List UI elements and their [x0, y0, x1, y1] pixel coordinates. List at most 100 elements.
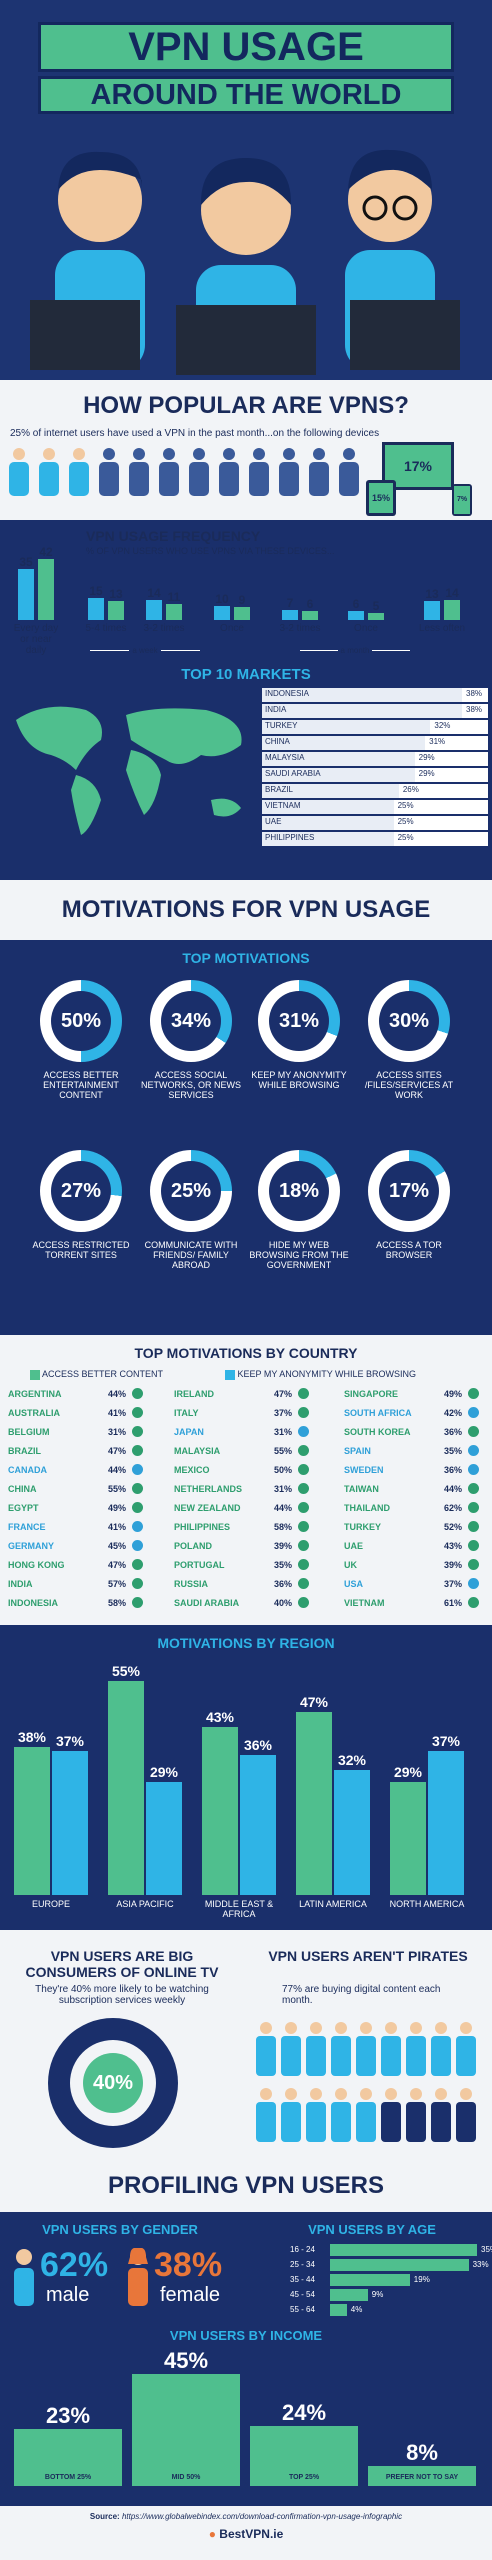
market-row: MALAYSIA 29% [262, 752, 488, 766]
region-value-anonymity: 37% [55, 1732, 85, 1749]
pirates-person-icon [456, 2088, 476, 2144]
legend-anonymity-label: KEEP MY ANONYMITY WHILE BROWSING [237, 1369, 417, 1379]
frequency-bar-value: 7 [286, 595, 294, 610]
country-name: INDIA [8, 1579, 33, 1589]
market-bar [262, 736, 426, 750]
country-value: 61% [444, 1598, 463, 1608]
age-range: 16 - 24 [290, 2245, 315, 2254]
legend-entertainment: ACCESS BETTER CONTENT [30, 1369, 163, 1380]
country-value: 41% [108, 1408, 127, 1418]
motivation-label: ACCESS A TOR BROWSER [376, 1240, 442, 1260]
country-icon [468, 1464, 479, 1475]
country-name: ITALY [174, 1408, 199, 1418]
region-bar-anonymity [334, 1770, 370, 1895]
pirates-person-icon [431, 2022, 451, 2078]
market-name: UAE [265, 817, 282, 826]
legend-swatch-green [30, 1369, 40, 1380]
income-label: PREFER NOT TO SAY [385, 2474, 459, 2481]
motivation-ring: 31% [258, 980, 340, 1062]
frequency-group-label: Less often [418, 623, 466, 634]
country-icon [468, 1426, 479, 1437]
male-percent: 62% [40, 2246, 109, 2284]
person-body [249, 462, 269, 496]
pirates-person-icon [331, 2022, 351, 2078]
frequency-group-label: 3-2 times [279, 623, 321, 634]
country-name: HONG KONG [8, 1560, 65, 1570]
region-name: LATIN AMERICA [299, 1899, 367, 1909]
person-head [163, 448, 175, 460]
female-icon [128, 2248, 148, 2306]
market-name: MALAYSIA [265, 753, 305, 762]
frequency-bar [282, 609, 298, 620]
country-value: 44% [444, 1484, 463, 1494]
country-icon [468, 1521, 479, 1532]
motivation-value: 25% [161, 1161, 221, 1221]
country-value: 40% [274, 1598, 293, 1608]
country-value: 55% [108, 1484, 127, 1494]
country-value: 44% [108, 1389, 127, 1399]
male-label: male [46, 2284, 90, 2306]
age-value: 4% [350, 2305, 363, 2314]
pirates-people-grid [256, 2022, 486, 2152]
person-body [306, 2102, 326, 2142]
motivation-label: ACCESS BETTER ENTERTAINMENT CONTENT [43, 1070, 119, 1100]
country-icon [298, 1426, 309, 1437]
person-head [283, 448, 295, 460]
motivations-title: MOTIVATIONS FOR VPN USAGE [61, 896, 431, 923]
frequency-bar [348, 611, 364, 620]
country-icon [132, 1483, 143, 1494]
frequency-bar [214, 605, 230, 620]
motivation-ring: 50% [40, 980, 122, 1062]
region-bar-entertainment [390, 1781, 426, 1895]
frequency-panel: VPN USAGE FREQUENCY % OF VPN USERS WHO U… [0, 520, 492, 660]
female-label: female [160, 2284, 221, 2306]
person-body [281, 2102, 301, 2142]
country-value: 43% [444, 1541, 463, 1551]
country-name: POLAND [174, 1541, 212, 1551]
country-value: 31% [108, 1427, 127, 1437]
country-icon [298, 1540, 309, 1551]
age-bar [330, 2244, 477, 2256]
country-name: CHINA [8, 1484, 37, 1494]
frequency-bar [368, 612, 384, 620]
country-name: BELGIUM [8, 1427, 50, 1437]
country-icon [468, 1559, 479, 1570]
person-body [356, 2036, 376, 2076]
market-value: 38% [466, 689, 483, 698]
motivation-label: KEEP MY ANONYMITY WHILE BROWSING [251, 1070, 347, 1090]
market-name: TURKEY [265, 721, 298, 730]
person-head [360, 2088, 372, 2100]
person-head [435, 2088, 447, 2100]
male-icon [14, 2249, 34, 2306]
pirates-person-icon [406, 2088, 426, 2144]
region-value-anonymity: 32% [337, 1752, 367, 1769]
country-name: THAILAND [344, 1503, 390, 1513]
source-line: Source: https://www.globalwebindex.com/d… [0, 2512, 492, 2521]
person-head [103, 448, 115, 460]
market-bar [262, 704, 462, 718]
frequency-bar-value: 35 [19, 555, 33, 570]
title-line-1: VPN USAGE [38, 22, 454, 72]
country-name: TAIWAN [344, 1484, 379, 1494]
tv-donut: 40% [48, 2018, 178, 2148]
market-bar [262, 752, 415, 766]
phone-icon: 7% [452, 484, 472, 516]
country-icon [132, 1540, 143, 1551]
country-icon [298, 1407, 309, 1418]
region-name: MIDDLE EAST & AFRICA [204, 1899, 274, 1919]
market-name: VIETNAM [265, 801, 301, 810]
person-head [260, 2022, 272, 2034]
income-label: TOP 25% [288, 2474, 320, 2481]
region-value-entertainment: 55% [111, 1662, 141, 1679]
markets-title: TOP 10 MARKETS [181, 666, 311, 683]
country-icon [468, 1407, 479, 1418]
person-icon [188, 448, 210, 498]
region-name: ASIA PACIFIC [116, 1899, 174, 1909]
country-icon [298, 1502, 309, 1513]
region-title: MOTIVATIONS BY REGION [157, 1635, 335, 1651]
region-bar-entertainment [108, 1680, 144, 1895]
motivation-label: ACCESS SOCIAL NETWORKS, OR NEWS SERVICES [140, 1070, 241, 1100]
country-name: GERMANY [8, 1541, 55, 1551]
profiling-title-bar: PROFILING VPN USERS [0, 2160, 492, 2212]
country-value: 49% [108, 1503, 127, 1513]
